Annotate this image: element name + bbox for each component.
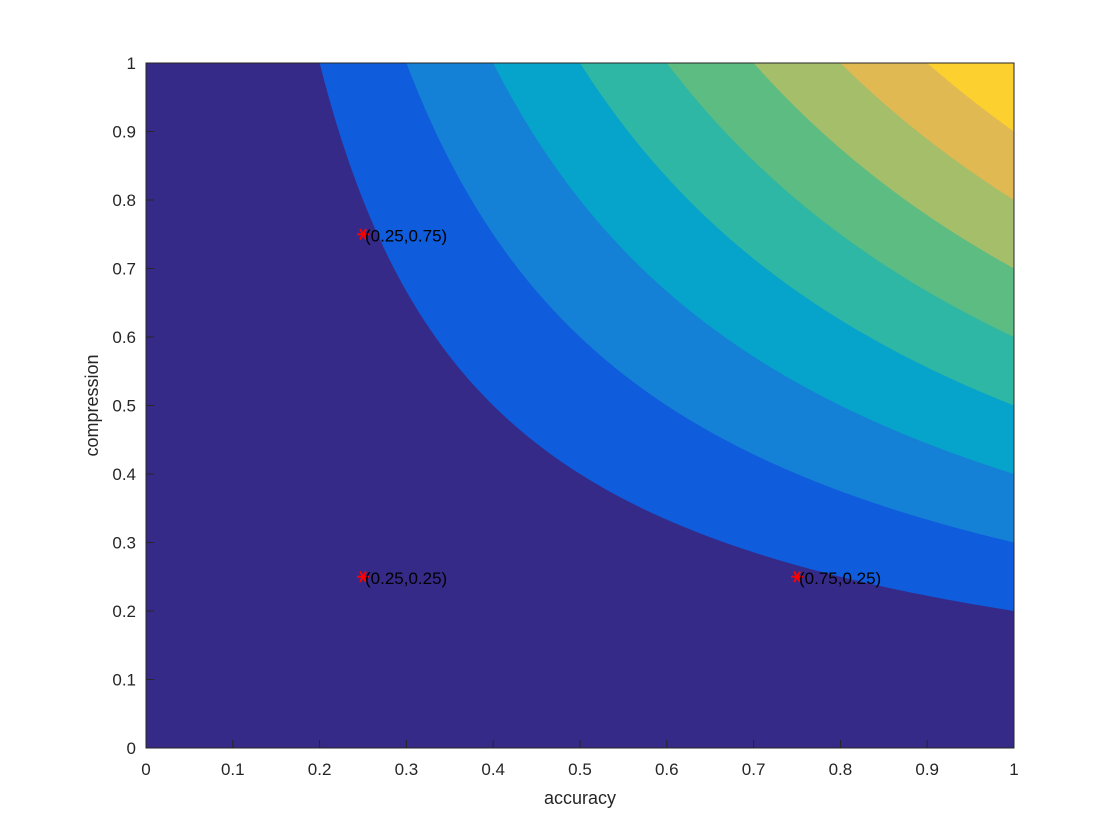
y-tick-label: 1 xyxy=(127,54,136,73)
y-tick-label: 0.8 xyxy=(112,191,136,210)
y-tick-label: 0 xyxy=(127,739,136,758)
y-tick-label: 0.1 xyxy=(112,671,136,690)
x-tick-label: 0 xyxy=(141,760,150,779)
points-layer: (0.25,0.75) (0.25,0.25) (0.75,0.25) xyxy=(357,226,881,588)
y-tick-label: 0.9 xyxy=(112,123,136,142)
data-point-marker xyxy=(791,571,803,583)
x-tick-label: 0.8 xyxy=(829,760,853,779)
x-tick-label: 0.4 xyxy=(481,760,505,779)
y-tick-label: 0.2 xyxy=(112,602,136,621)
data-point-label: (0.25,0.75) xyxy=(365,226,447,245)
x-tick-label: 0.6 xyxy=(655,760,679,779)
x-tick-label: 0.7 xyxy=(742,760,766,779)
y-tick-label: 0.7 xyxy=(112,260,136,279)
contour-fill-layer xyxy=(146,63,1015,748)
data-point-label: (0.25,0.25) xyxy=(365,569,447,588)
x-axis-title: accuracy xyxy=(544,788,616,808)
data-point-label: (0.75,0.25) xyxy=(799,569,881,588)
x-axis: 0 0.1 0.2 0.3 0.4 0.5 0.6 0.7 0.8 0.9 1 xyxy=(141,740,1019,779)
contour-band-8 xyxy=(927,63,1014,132)
x-tick-label: 0.1 xyxy=(221,760,245,779)
x-tick-label: 0.2 xyxy=(308,760,332,779)
y-tick-label: 0.4 xyxy=(112,465,136,484)
data-point-marker xyxy=(357,228,369,240)
y-axis-title: compression xyxy=(82,354,102,456)
y-tick-label: 0.6 xyxy=(112,328,136,347)
y-tick-label: 0.5 xyxy=(112,397,136,416)
y-axis: 0 0.1 0.2 0.3 0.4 0.5 0.6 0.7 0.8 0.9 1 xyxy=(112,54,154,758)
x-tick-label: 0.9 xyxy=(915,760,939,779)
x-tick-label: 1 xyxy=(1009,760,1018,779)
data-point-marker xyxy=(357,571,369,583)
y-tick-label: 0.3 xyxy=(112,534,136,553)
x-tick-label: 0.5 xyxy=(568,760,592,779)
x-tick-label: 0.3 xyxy=(395,760,419,779)
